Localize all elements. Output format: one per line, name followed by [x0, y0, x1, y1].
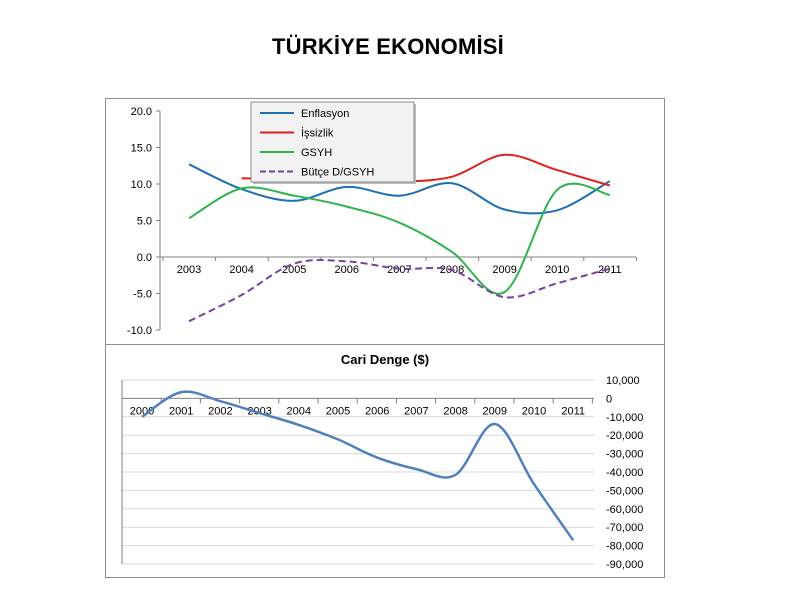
x-tick-label: 2009 — [483, 405, 507, 417]
series-line-gsyh — [188, 182, 611, 295]
x-tick-label: 2005 — [282, 264, 306, 276]
series-line-b-t-e-d-gsyh — [188, 259, 611, 323]
x-tick-label: 2000 — [130, 405, 154, 417]
y-tick-label: -40,000 — [606, 467, 643, 479]
y-tick-label: 10.0 — [131, 179, 152, 191]
y-tick-label: -30,000 — [606, 449, 643, 461]
current-account-chart: Cari Denge ($) 10,000 0 -10,000 -20,000 -30,0… — [121, 352, 643, 571]
y-tick-label: 20.0 — [131, 106, 152, 118]
y-tick-label: -90,000 — [606, 559, 643, 571]
y-tick-label: -70,000 — [606, 522, 643, 534]
x-tick-label: 2010 — [545, 264, 569, 276]
x-tick-label: 2011 — [561, 405, 585, 417]
legend-label-gsyh: GSYH — [301, 147, 332, 159]
x-tick-label: 2009 — [492, 264, 516, 276]
legend-box — [250, 101, 415, 183]
macro-indicators-chart: 20.0 15.0 10.0 5.0 0.0 -5.0 -10.0 2003 2004 2005 2… — [127, 101, 637, 337]
x-tick-label: 2008 — [443, 405, 467, 417]
y-tick-label: -5.0 — [133, 289, 152, 301]
y-tick-label: -80,000 — [606, 541, 643, 553]
chart-panel-macro: 20.0 15.0 10.0 5.0 0.0 -5.0 -10.0 2003 2004 2005 2… — [105, 98, 665, 346]
y-tick-label: -20,000 — [606, 430, 643, 442]
x-tick-label: 2003 — [177, 264, 201, 276]
y-tick-label: -60,000 — [606, 504, 643, 516]
legend-label-i-sizlik: İşsizlik — [301, 127, 334, 140]
legend-label-b-t-e-d-gsyh: Bütçe D/GSYH — [301, 167, 374, 179]
x-tick-label: 2007 — [404, 405, 428, 417]
x-tick-label: 2001 — [169, 405, 193, 417]
y-tick-label: 15.0 — [131, 143, 152, 155]
chart-panel-current-account: Cari Denge ($) 10,000 0 -10,000 -20,000 -30,0… — [105, 344, 665, 578]
chart-title: Cari Denge ($) — [341, 352, 429, 367]
x-tick-label: 2010 — [522, 405, 546, 417]
y-tick-label: 5.0 — [137, 216, 152, 228]
series-line-current-account — [141, 390, 575, 542]
y-tick-label: 0 — [606, 393, 612, 405]
x-tick-label: 2007 — [387, 264, 411, 276]
y-tick-label: -50,000 — [606, 485, 643, 497]
x-tick-label: 2005 — [326, 405, 350, 417]
x-tick-label: 2002 — [208, 405, 232, 417]
x-tick-label: 2011 — [598, 264, 622, 276]
x-tick-label: 2006 — [365, 405, 389, 417]
legend-label-enflasyon: Enflasyon — [301, 108, 349, 120]
x-tick-label: 2004 — [229, 264, 253, 276]
x-tick-label: 2004 — [287, 405, 311, 417]
slide-title: TÜRKİYE EKONOMİSİ — [272, 34, 504, 59]
y-tick-label: -10.0 — [127, 325, 152, 337]
y-tick-label: -10,000 — [606, 412, 643, 424]
series-line-enflasyon — [188, 163, 611, 215]
y-tick-label: 0.0 — [137, 252, 152, 264]
y-tick-label: 10,000 — [606, 375, 640, 387]
x-tick-label: 2006 — [335, 264, 359, 276]
